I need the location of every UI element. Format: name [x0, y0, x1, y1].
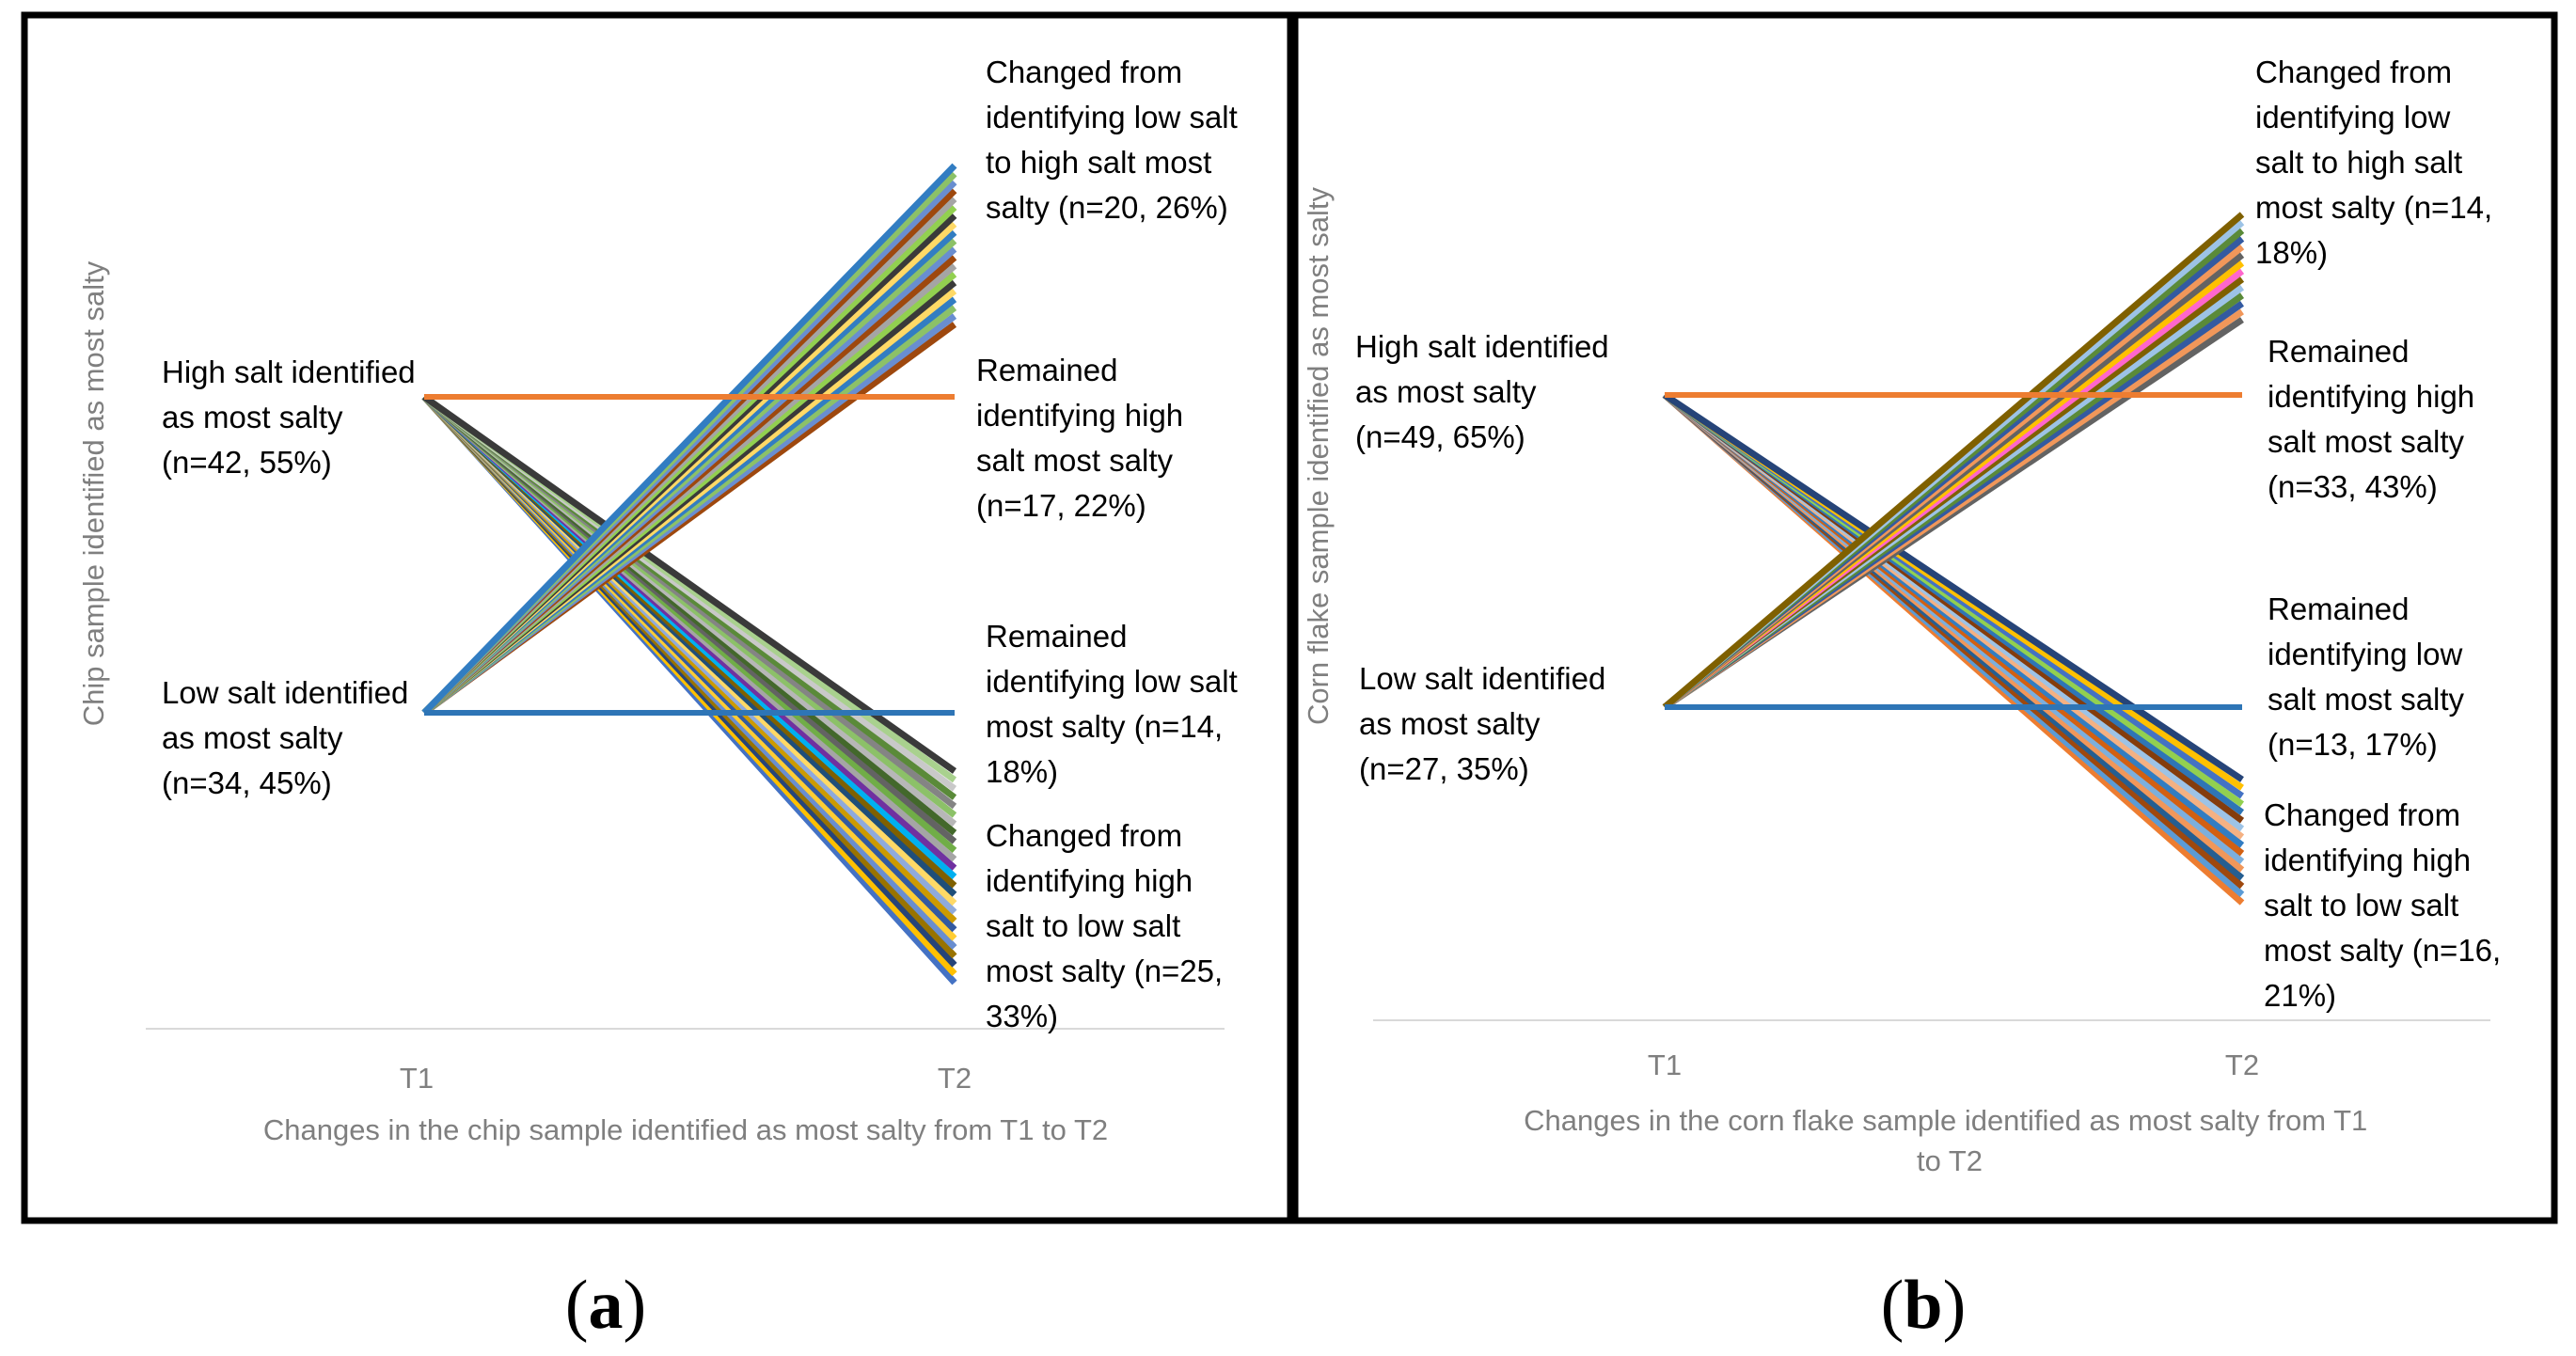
panel-a-line-low-to-high: [421, 163, 957, 716]
panel-b-tick-t2: T2: [2225, 1049, 2259, 1081]
panel-b-frame: [1291, 11, 2558, 1224]
panel-a-tick-t2: T2: [938, 1062, 972, 1095]
panel-a-chart: T1 T2 Changes in the chip sample identif…: [77, 55, 1246, 1146]
panel-a-line-high-to-low: [421, 394, 957, 774]
panel-a-right-label-remained-low: Remained identifying low salt most salty…: [986, 619, 1246, 789]
panel-b-right-label-remained-high: Remained identifying high salt most salt…: [2268, 334, 2483, 504]
panel-b-caption: (b): [1881, 1267, 1966, 1344]
panel-b-right-label-remained-low: Remained identifying low salt most salty…: [2268, 591, 2473, 762]
panel-a-frame: [21, 11, 1294, 1224]
panel-a-right-label-changed-high-to-low: Changed from identifying high salt to lo…: [986, 818, 1231, 1033]
panel-b-series-lines: [1662, 212, 2245, 906]
panel-b-left-label-high: High salt identified as most salty (n=49…: [1355, 329, 1618, 454]
panel-a-caption: (a): [565, 1267, 646, 1344]
panel-b-x-axis-title: Changes in the corn flake sample identif…: [1524, 1104, 2376, 1177]
panel-b-line-high-to-low: [1663, 392, 2244, 782]
panel-a-series-lines: [421, 163, 957, 985]
panel-a-left-label-high: High salt identified as most salty (n=42…: [162, 355, 424, 480]
panel-a-left-label-low: Low salt identified as most salty (n=34,…: [162, 675, 418, 800]
panel-b-right-label-changed-high-to-low: Changed from identifying high salt to lo…: [2264, 797, 2509, 1013]
panel-b-right-label-changed-low-to-high: Changed from identifying low salt to hig…: [2255, 55, 2501, 270]
panel-b-y-axis-title: Corn flake sample identified as most sal…: [1302, 186, 1335, 725]
panel-a-right-label-remained-high: Remained identifying high salt most salt…: [976, 353, 1192, 523]
panel-b-chart: T1 T2 Changes in the corn flake sample i…: [1302, 55, 2509, 1177]
panel-a-y-axis-title: Chip sample identified as most salty: [77, 260, 110, 726]
panel-a-right-label-changed-low-to-high: Changed from identifying low salt to hig…: [986, 55, 1246, 225]
panel-b-tick-t1: T1: [1648, 1049, 1682, 1081]
panel-b-line-low-to-high: [1662, 212, 2245, 710]
panel-b-left-label-low: Low salt identified as most salty (n=27,…: [1359, 661, 1615, 786]
panel-a-tick-t1: T1: [400, 1062, 434, 1095]
panel-a-x-axis-title: Changes in the chip sample identified as…: [263, 1113, 1108, 1146]
